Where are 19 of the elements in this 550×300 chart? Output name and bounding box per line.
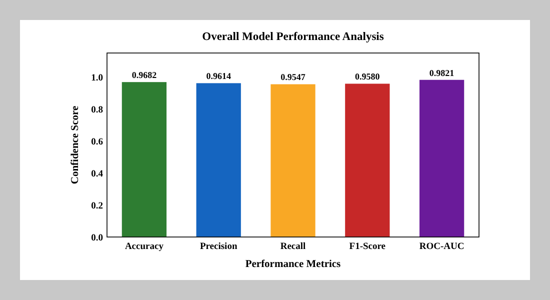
y-tick-label: 0.8 [91,105,104,116]
y-tick-label: 0.4 [91,169,104,180]
data-label: 0.9682 [132,70,158,80]
data-label: 0.9614 [206,71,232,82]
y-axis-title: Confidence Score [70,106,81,184]
y-tick-label: 0.6 [91,137,104,148]
x-axis-title: Performance Metrics [245,259,341,270]
chart-title: Overall Model Performance Analysis [202,31,384,43]
x-tick-label: Accuracy [124,242,164,252]
y-tick-label: 0.2 [91,201,104,212]
y-tick-label: 0.0 [91,233,104,244]
data-label: 0.9547 [280,72,306,82]
x-tick-label: ROC-AUC [419,242,464,252]
y-tick-label: 1.0 [91,73,104,84]
x-tick-label: Precision [200,242,238,252]
x-tick-label: F1-Score [349,242,386,252]
data-label: 0.9821 [429,68,455,78]
x-tick-label: Recall [280,242,306,252]
data-label: 0.9580 [355,72,380,82]
